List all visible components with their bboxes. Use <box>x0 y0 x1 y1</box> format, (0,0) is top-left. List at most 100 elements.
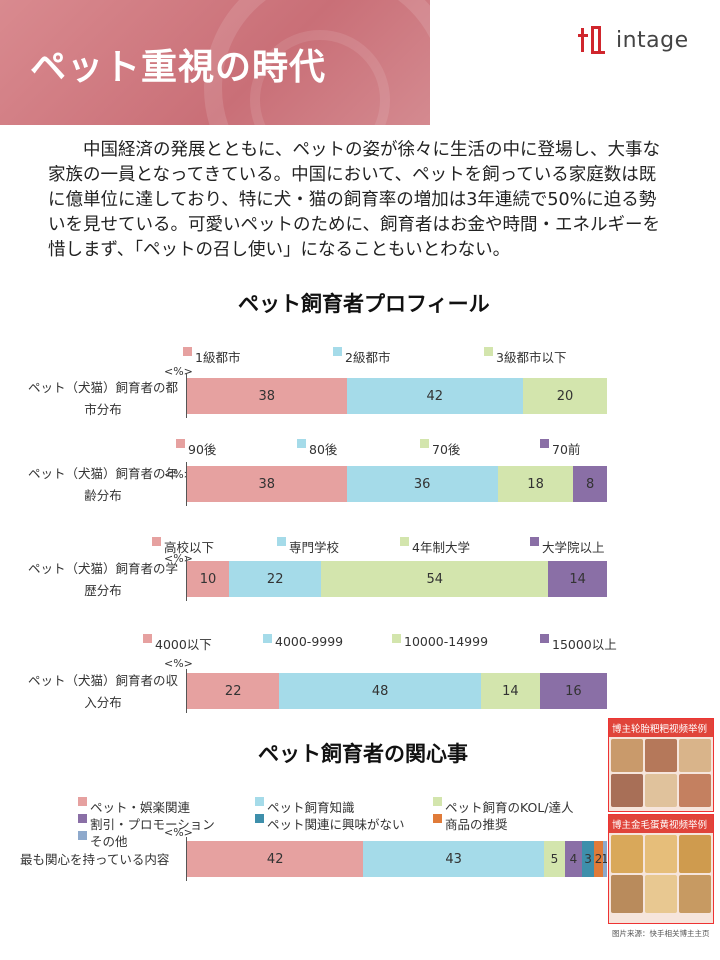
interest-section-title: ペット飼育者の関心事 <box>258 742 468 766</box>
legend-item: 高校以下 <box>152 537 214 556</box>
bar-segment: 5 <box>543 841 565 877</box>
bar-segment: 2 <box>594 841 603 877</box>
legend-item: 10000-14999 <box>392 634 488 649</box>
profile-section-title: ペット飼育者プロフィール <box>238 292 490 316</box>
bar-segment: 3 <box>581 841 595 877</box>
legend-swatch <box>297 439 306 448</box>
legend-swatch <box>540 439 549 448</box>
legend-label: 専門学校 <box>289 540 340 555</box>
bar-segment: 10 <box>187 561 229 597</box>
bar-segment: 48 <box>279 673 481 709</box>
bar-segment: 43 <box>363 841 544 877</box>
photo-grid <box>609 833 713 915</box>
legend-label: 4年制大学 <box>412 540 470 555</box>
bar-segment: 4 <box>564 841 582 877</box>
legend-swatch <box>143 634 152 643</box>
photo-thumb <box>611 739 643 772</box>
image-source-note: 图片来源：快手相关博主主页 <box>612 929 710 938</box>
photo-thumb <box>611 875 643 913</box>
bar-segment: 42 <box>346 378 523 414</box>
side-image-caption: 博主轮胎粑粑视频举例 <box>609 719 713 737</box>
legend-label: 4000以下 <box>155 637 212 652</box>
photo-thumb <box>611 835 643 873</box>
legend-swatch <box>530 537 539 546</box>
bar-segment: 22 <box>187 673 280 709</box>
intage-logo: intage <box>578 22 689 58</box>
row-label: 最も関心を持っている内容 <box>20 852 170 867</box>
legend-swatch <box>183 347 192 356</box>
legend-label: 90後 <box>188 442 217 457</box>
unit-label: <%> <box>164 826 193 839</box>
unit-label: <%> <box>164 657 193 670</box>
legend-swatch <box>400 537 409 546</box>
legend-label: 70前 <box>552 442 581 457</box>
photo-thumb <box>645 774 677 807</box>
legend-label: 高校以下 <box>164 540 215 555</box>
legend-label: ペット飼育知識 <box>267 800 355 815</box>
legend-label: その他 <box>90 834 128 849</box>
legend-item: ペット関連に興味がない <box>255 814 405 833</box>
legend-item: ペット・娯楽関連 <box>78 797 190 816</box>
legend-swatch <box>540 634 549 643</box>
stacked-bar: 22 48 14 16 <box>187 673 607 709</box>
legend-swatch <box>255 797 264 806</box>
row-label: ペット（犬猫）飼育者の収 入分布 <box>28 673 179 710</box>
unit-label: <%> <box>164 468 193 481</box>
bar-segment: 38 <box>187 378 347 414</box>
axis-line <box>186 374 187 418</box>
photo-thumb <box>679 739 711 772</box>
decorative-pattern-inner <box>250 30 390 125</box>
legend-swatch <box>333 347 342 356</box>
axis-line <box>186 557 187 601</box>
page-title: ペット重視の時代 <box>30 47 327 88</box>
bar-segment: 1 <box>602 841 607 877</box>
bar-segment: 16 <box>539 673 607 709</box>
row-label: ペット（犬猫）飼育者の都 市分布 <box>28 380 179 417</box>
legend-item: ペット飼育知識 <box>255 797 355 816</box>
bar-segment: 38 <box>187 466 347 502</box>
legend-swatch <box>433 797 442 806</box>
legend-item: 4000-9999 <box>263 634 343 649</box>
legend-label: 大学院以上 <box>542 540 605 555</box>
legend-label: ペット関連に興味がない <box>267 817 405 832</box>
legend-label: 80後 <box>309 442 338 457</box>
bar-segment: 8 <box>573 466 607 502</box>
row-label: ペット（犬猫）飼育者の学 歴分布 <box>28 561 179 598</box>
bar-segment: 20 <box>522 378 607 414</box>
photo-thumb <box>679 835 711 873</box>
legend-label: 10000-14999 <box>404 634 489 649</box>
legend-swatch <box>420 439 429 448</box>
legend-item: 1級都市 <box>183 347 240 366</box>
bar-segment: 36 <box>346 466 498 502</box>
legend-item: 80後 <box>297 439 337 458</box>
legend-item: 3級都市以下 <box>484 347 566 366</box>
logo-text: intage <box>616 27 689 53</box>
photo-thumb <box>645 739 677 772</box>
legend-item: 大学院以上 <box>530 537 605 556</box>
side-image-2: 博主金毛蛋黄视频举例 <box>608 814 714 924</box>
legend-item: 70後 <box>420 439 460 458</box>
legend-swatch <box>78 797 87 806</box>
photo-grid <box>609 737 713 809</box>
bar-segment: 14 <box>480 673 540 709</box>
axis-line <box>186 837 187 881</box>
bar-segment: 54 <box>321 561 549 597</box>
legend-item: 90後 <box>176 439 216 458</box>
stacked-bar: 10 22 54 14 <box>187 561 607 597</box>
header-band: ペット重視の時代 <box>0 0 430 125</box>
legend-item: 70前 <box>540 439 580 458</box>
legend-label: ペット・娯楽関連 <box>90 800 191 815</box>
unit-label: <%> <box>164 365 193 378</box>
side-image-1: 博主轮胎粑粑视频举例 <box>608 718 714 812</box>
legend-item: 割引・プロモーション <box>78 814 215 833</box>
legend-item: ペット飼育のKOL/達人 <box>433 797 574 816</box>
legend-item: 15000以上 <box>540 634 617 653</box>
legend-swatch <box>277 537 286 546</box>
photo-thumb <box>645 835 677 873</box>
legend-swatch <box>78 831 87 840</box>
legend-label: 商品の推奨 <box>445 817 508 832</box>
legend-swatch <box>484 347 493 356</box>
stacked-bar: 38 42 20 <box>187 378 607 414</box>
legend-swatch <box>78 814 87 823</box>
legend-label: 4000-9999 <box>275 634 344 649</box>
